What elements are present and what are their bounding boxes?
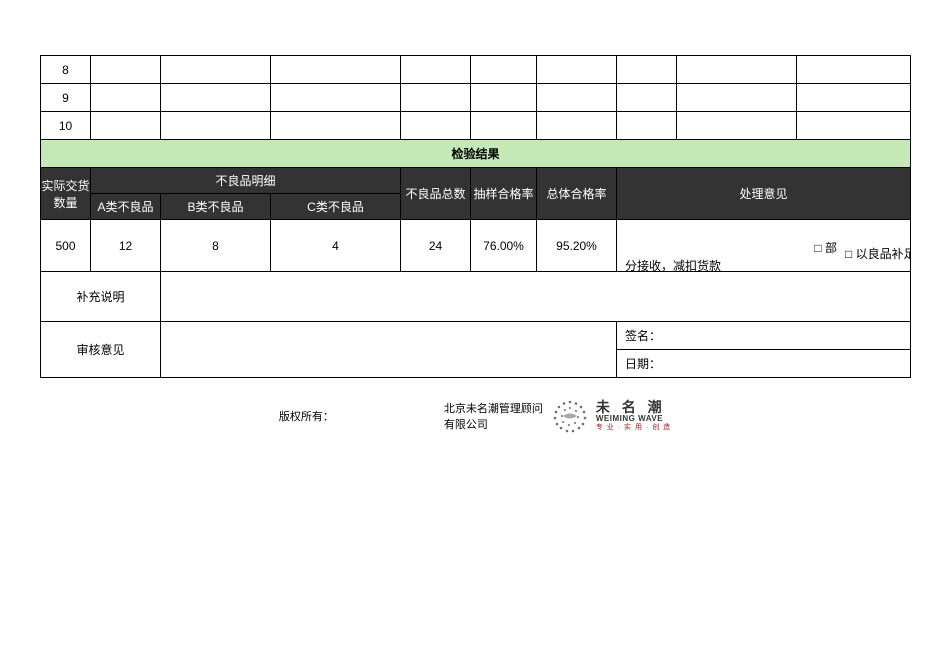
opinion-text: 分接收，减扣货款 — [625, 256, 721, 272]
footer-company-logo: 北京未名潮管理顾问有限公司 — [444, 396, 671, 436]
row-number: 9 — [41, 84, 91, 112]
logo-sub: 专 业 · 实 用 · 创 造 — [596, 424, 671, 432]
val-actual-qty: 500 — [41, 220, 91, 272]
opinion-option: □ 以良品补足后验收 — [845, 244, 911, 266]
table-row: 8 — [41, 56, 911, 84]
supplement-label: 补充说明 — [41, 272, 161, 322]
result-header: 检验结果 — [41, 140, 911, 168]
audit-row: 审核意见 签名： — [41, 322, 911, 350]
inspection-table: 8 9 10 检验结果 实际交货数量 不良品明细 不良品总数 抽样合格率 总体合… — [40, 55, 911, 378]
opinion-option: □ 部 — [814, 238, 837, 260]
supplement-row: 补充说明 — [41, 272, 911, 322]
date-label: 日期： — [617, 350, 911, 378]
col-sample-rate: 抽样合格率 — [471, 168, 537, 220]
col-defect-detail: 不良品明细 — [91, 168, 401, 194]
col-defect-c: C类不良品 — [271, 194, 401, 220]
company-name: 北京未名潮管理顾问有限公司 — [444, 400, 544, 432]
copyright-label: 版权所有： — [279, 408, 334, 424]
row-number: 10 — [41, 112, 91, 140]
logo-cn: 未 名 潮 — [596, 400, 671, 415]
col-actual-qty: 实际交货数量 — [41, 168, 91, 220]
footer: 版权所有： 北京未名潮管理顾问有限公司 — [40, 396, 910, 436]
col-defect-b: B类不良品 — [161, 194, 271, 220]
val-defect-c: 4 — [271, 220, 401, 272]
col-defect-a: A类不良品 — [91, 194, 161, 220]
table-row: 10 — [41, 112, 911, 140]
result-data-row: 500 12 8 4 24 76.00% 95.20% □ 部 分接收，减扣货款… — [41, 220, 911, 272]
audit-label: 审核意见 — [41, 322, 161, 378]
col-overall-rate: 总体合格率 — [537, 168, 617, 220]
val-sample-rate: 76.00% — [471, 220, 537, 272]
val-defect-total: 24 — [401, 220, 471, 272]
val-opinion: □ 部 分接收，减扣货款 □ 全部退货 □ 以良品补足后验收 □ 部分整修 — [617, 220, 911, 272]
val-defect-b: 8 — [161, 220, 271, 272]
supplement-content — [161, 272, 911, 322]
row-number: 8 — [41, 56, 91, 84]
logo-en: WEIMING WAVE — [596, 415, 671, 424]
signature-label: 签名： — [617, 322, 911, 350]
wave-logo-icon — [550, 396, 590, 436]
col-defect-total: 不良品总数 — [401, 168, 471, 220]
val-overall-rate: 95.20% — [537, 220, 617, 272]
table-row: 9 — [41, 84, 911, 112]
audit-content — [161, 322, 617, 378]
col-opinion: 处理意见 — [617, 168, 911, 220]
val-defect-a: 12 — [91, 220, 161, 272]
